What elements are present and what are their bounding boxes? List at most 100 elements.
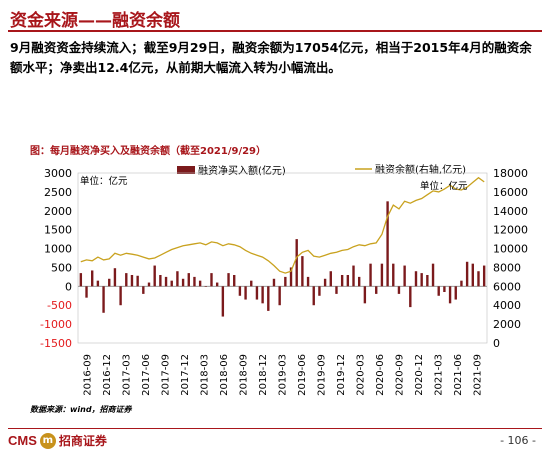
- series-line: [80, 176, 485, 274]
- bar: [250, 280, 253, 287]
- bar: [477, 271, 480, 287]
- left-axis-tick-label: -1000: [40, 318, 72, 331]
- bar: [227, 273, 230, 287]
- bar: [181, 278, 185, 287]
- bar: [306, 276, 310, 287]
- bar: [119, 286, 122, 306]
- right-axis-tick-label: 6000: [493, 280, 521, 293]
- x-axis-tick-label: 2020-03: [355, 354, 366, 396]
- unit-left: 单位：亿元: [80, 175, 128, 187]
- x-axis-tick-label: 2017-12: [180, 354, 191, 396]
- bar: [261, 286, 264, 304]
- summary-text: 9月融资资金持续流入；截至9月29日，融资余额为17054亿元，相当于2015年…: [10, 40, 532, 75]
- x-axis-tick-label: 2020-09: [394, 354, 405, 396]
- bar: [346, 275, 350, 287]
- plot-area: -1500-1000-50005001000150020002500300002…: [40, 167, 528, 396]
- bar: [91, 270, 94, 287]
- bar: [108, 278, 111, 287]
- bar: [352, 265, 355, 287]
- bar: [284, 276, 287, 287]
- bar: [289, 267, 293, 287]
- x-axis-tick-label: 2019-09: [317, 354, 328, 396]
- bar: [392, 263, 395, 287]
- left-axis-tick-label: 1500: [44, 224, 72, 237]
- x-axis-tick-label: 2017-03: [122, 354, 133, 396]
- x-axis-tick-label: 2016-09: [83, 354, 94, 396]
- bar: [437, 286, 440, 296]
- right-axis-tick-label: 16000: [493, 186, 528, 199]
- bar: [375, 286, 378, 294]
- bar: [79, 273, 83, 287]
- bar: [142, 286, 145, 294]
- x-axis-tick-label: 2017-09: [161, 354, 172, 396]
- x-axis-tick-label: 2021-09: [472, 354, 483, 396]
- bar: [130, 275, 134, 287]
- brand-logo: CMS m 招商证券: [8, 432, 107, 449]
- bar: [96, 280, 100, 287]
- unit-right: 单位：亿元: [420, 180, 468, 192]
- x-axis-tick-label: 2019-06: [297, 354, 308, 396]
- bar: [238, 286, 242, 296]
- bar: [147, 282, 151, 287]
- bar: [465, 261, 469, 287]
- right-axis-tick-label: 10000: [493, 243, 528, 256]
- right-axis-tick-label: 8000: [493, 261, 521, 274]
- bar: [255, 286, 259, 300]
- bar: [426, 275, 429, 287]
- bar: [409, 286, 412, 308]
- right-axis-tick-label: 0: [493, 337, 500, 350]
- x-axis-tick-label: 2021-06: [453, 354, 464, 396]
- bar: [386, 201, 389, 287]
- page-number: - 106 -: [500, 434, 536, 447]
- bar: [233, 275, 236, 287]
- bar: [125, 273, 128, 287]
- bar: [198, 280, 202, 287]
- plot-frame: [77, 172, 488, 344]
- right-axis-tick-label: 18000: [493, 167, 528, 180]
- bar: [204, 286, 208, 287]
- bar: [460, 280, 463, 287]
- bar: [335, 286, 338, 294]
- right-axis-tick-label: 12000: [493, 224, 528, 237]
- left-axis-tick-label: -500: [47, 299, 72, 312]
- x-axis-tick-label: 2020-12: [414, 354, 425, 396]
- bar: [448, 286, 452, 304]
- left-axis-tick-label: 2000: [44, 205, 72, 218]
- page-title: 资金来源——融资余额: [10, 11, 180, 31]
- left-axis-tick-label: 1000: [44, 243, 72, 256]
- footer-rule: [8, 428, 542, 429]
- legend-swatch-bar: [177, 166, 195, 174]
- left-axis-tick-label: 0: [65, 280, 72, 293]
- x-axis-tick-label: 2018-03: [200, 354, 211, 396]
- logo-badge-icon: m: [39, 432, 56, 449]
- bar: [443, 286, 446, 292]
- bar: [323, 278, 327, 287]
- bar: [329, 271, 332, 287]
- x-axis-tick-label: 2019-12: [336, 354, 347, 396]
- title-rule: [8, 30, 542, 32]
- bar: [278, 286, 281, 306]
- bar: [267, 286, 270, 311]
- bar: [187, 273, 190, 287]
- bar: [301, 256, 304, 287]
- bar: [295, 239, 298, 287]
- x-axis-tick-label: 2019-03: [278, 354, 289, 396]
- legend-label: 融资净买入额(亿元): [198, 164, 286, 177]
- x-axis-tick-label: 2021-03: [433, 354, 444, 396]
- bar: [369, 263, 372, 287]
- bar: [471, 263, 474, 287]
- right-axis-tick-label: 14000: [493, 205, 528, 218]
- left-axis-tick-label: 2500: [44, 186, 72, 199]
- bar: [159, 275, 162, 287]
- bar: [454, 286, 457, 300]
- bar: [312, 286, 315, 306]
- x-axis-tick-label: 2018-12: [258, 354, 269, 396]
- bar: [164, 276, 168, 287]
- x-axis-tick-label: 2020-06: [375, 354, 386, 396]
- left-axis-tick-label: 500: [51, 261, 72, 274]
- bar: [420, 273, 423, 287]
- bar: [153, 265, 156, 287]
- bar: [170, 280, 173, 287]
- left-axis-tick-label: 3000: [44, 167, 72, 180]
- bar: [380, 263, 384, 287]
